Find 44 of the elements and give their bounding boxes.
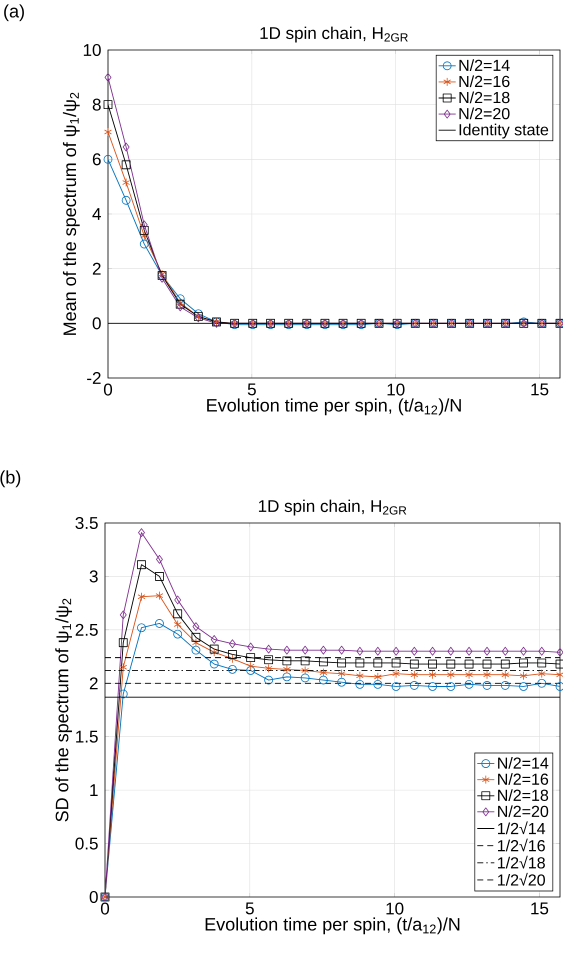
y-axis-title: Mean of the spectrum of ψ$_{1}$/ψ$_{2}$ bbox=[62, 92, 80, 335]
x-axis-title: Evolution time per spin, (t/a$_{12}$)/N bbox=[207, 398, 461, 416]
y-tick-label: 2.5 bbox=[76, 624, 98, 636]
legend-label: 1/2√20 bbox=[498, 872, 545, 886]
legend-label: N/2=18 bbox=[498, 789, 548, 801]
y-tick-label: 2 bbox=[90, 677, 98, 690]
y-tick-label: 0.5 bbox=[75, 838, 98, 850]
x-tick-label: 5 bbox=[248, 384, 256, 396]
y-tick-label: 4 bbox=[92, 208, 101, 220]
y-tick-label: 8 bbox=[92, 98, 101, 111]
y-tick-label: 10 bbox=[84, 44, 101, 56]
legend-label: 1/2√14 bbox=[498, 821, 546, 834]
legend-label: N/2=20 bbox=[459, 108, 510, 120]
legend-label: N/2=16 bbox=[498, 773, 548, 785]
y-axis-title: SD of the spectrum of ψ$_{1}$/ψ$_{2}$ bbox=[55, 598, 72, 822]
y-tick-label: 3 bbox=[90, 570, 98, 582]
y-tick-label: 0 bbox=[90, 890, 98, 904]
x-tick-label: 5 bbox=[246, 902, 254, 914]
y-tick-label: 6 bbox=[92, 153, 101, 166]
x-tick-label: 10 bbox=[386, 902, 404, 915]
x-tick-label: 10 bbox=[388, 384, 405, 396]
legend-label: N/2=14 bbox=[459, 59, 510, 72]
text: (b) bbox=[0, 470, 20, 488]
x-tick-label: 0 bbox=[100, 902, 110, 915]
y-tick-label: 3.5 bbox=[75, 516, 98, 530]
legend-label: N/2=16 bbox=[459, 75, 510, 88]
y-tick-label: 1.5 bbox=[76, 730, 98, 743]
x-tick-label: 15 bbox=[531, 384, 548, 396]
x-tick-label: 15 bbox=[531, 902, 548, 914]
x-tick-label: 0 bbox=[104, 384, 112, 396]
y-tick-label: 0 bbox=[92, 317, 101, 330]
y-tick-label: -2 bbox=[87, 372, 101, 384]
legend-label: N/2=14 bbox=[498, 757, 548, 769]
y-tick-label: 1 bbox=[90, 784, 98, 796]
y-tick-label: 2 bbox=[92, 262, 101, 275]
legend-label: N/2=20 bbox=[498, 805, 548, 818]
chart-title: 1D spin chain, H$_{2GR}$ bbox=[258, 500, 406, 516]
legend-label: 1/2√18 bbox=[498, 856, 545, 869]
legend-label: 1/2√16 bbox=[498, 838, 545, 852]
x-axis-title: Evolution time per spin, (t/a$_{12}$)/N bbox=[206, 917, 460, 934]
chart-title: 1D spin chain, H$_{2GR}$ bbox=[260, 26, 408, 42]
text: (a) bbox=[4, 4, 24, 22]
legend-label: Identity state bbox=[460, 124, 548, 139]
legend-label: N/2=18 bbox=[459, 91, 510, 104]
